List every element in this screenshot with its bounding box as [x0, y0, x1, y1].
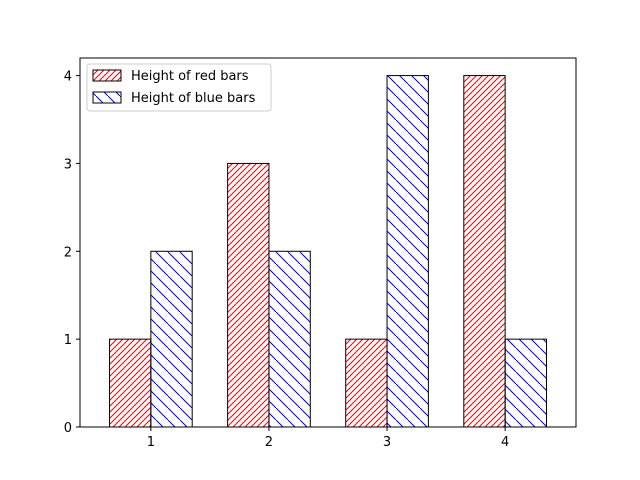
y-tick-label: 1 — [64, 333, 72, 348]
legend-swatch-blue — [92, 91, 122, 104]
legend-swatch-red — [92, 69, 122, 82]
y-tick-label: 0 — [64, 421, 72, 436]
legend-frame — [86, 63, 272, 112]
bar-blue-3 — [386, 75, 429, 428]
legend: Height of red bars Height of blue bars — [86, 63, 272, 112]
y-tick-label: 3 — [64, 157, 72, 172]
bar-red-1 — [109, 338, 152, 428]
x-tick-label: 4 — [501, 435, 509, 450]
bar-blue-2 — [268, 250, 311, 428]
legend-label-blue: Height of blue bars — [131, 91, 256, 106]
x-tick-label: 2 — [265, 435, 273, 450]
bar-blue-1 — [150, 250, 193, 428]
plot-frame — [79, 57, 577, 428]
bar-red-3 — [345, 338, 388, 428]
bars — [109, 75, 547, 428]
x-tick-label: 1 — [147, 435, 155, 450]
legend-label-red: Height of red bars — [131, 69, 249, 84]
x-tick-label: 3 — [383, 435, 391, 450]
bar-blue-4 — [504, 338, 547, 428]
bar-red-2 — [227, 162, 270, 428]
axis-ticks: 1 2 3 4 0 1 2 3 4 — [64, 70, 510, 450]
y-tick-label: 4 — [64, 70, 72, 85]
bar-red-4 — [463, 75, 506, 428]
y-tick-label: 2 — [64, 245, 72, 260]
